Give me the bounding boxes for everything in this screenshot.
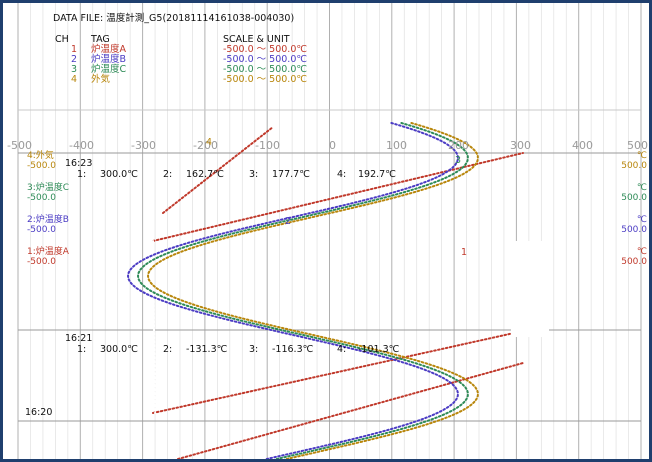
snapshot-ch4-label: 4: [337,169,347,180]
snapshot-ch1-label: 1: [77,344,87,355]
trace-ch3 [136,122,469,459]
snapshot-ch4-label: 4: [337,344,347,355]
channel-1-tag: 炉温度A [91,44,126,55]
trace-ch1 [177,362,524,459]
channel-1-number: 1 [71,44,78,55]
snapshot-ch1-label: 1: [77,169,87,180]
side-label-ch4: 4:外気 -500.0 [27,151,57,171]
snapshot-ch4-value: 192.7℃ [358,169,396,180]
channel-3-scale: -500.0 ～ 500.0℃ [223,64,308,75]
snapshot-ch1-value: 300.0℃ [100,344,138,355]
trace-ch1 [152,152,524,242]
trace-marker-4: 4 [206,137,213,148]
glare-patch [511,241,549,337]
snapshot-ch3-value: -116.3℃ [272,344,314,355]
channel-4-number: 4 [71,74,78,85]
snapshot-ch2-value: 162.7℃ [186,169,224,180]
axis-tick-label: 200 [448,139,469,152]
channel-4-scale: -500.0 ～ 500.0℃ [223,74,308,85]
snapshot-ch3-label: 3: [249,344,259,355]
trace-marker-3: 3 [455,155,462,166]
data-file-label: DATA FILE: [53,13,104,24]
column-scale: SCALE & UNIT [223,34,290,45]
snapshot-ch4-value: -101.3℃ [358,344,400,355]
snapshot-ch3-value: 177.7℃ [272,169,310,180]
axis-tick-label: -100 [255,139,280,152]
axis-tick-label: -400 [69,139,94,152]
trace-ch1 [152,330,524,414]
trace-gap [152,240,156,414]
trend-chart [17,3,642,459]
axis-tick-label: 100 [386,139,407,152]
channel-3-tag: 炉温度C [91,64,127,75]
axis-tick-label: -300 [131,139,156,152]
snapshot-time: 16:21 [65,333,93,344]
trace-ch1 [162,126,274,214]
trace-ch2 [126,122,459,459]
time-mark: 16:20 [25,407,53,418]
snapshot-time: 16:23 [65,158,93,169]
side-label-ch2: 2:炉温度B -500.0 [27,215,69,235]
trace-marker-1: 1 [461,247,468,258]
trace-marker-2: 2 [285,216,292,227]
axis-tick-label: 500 [627,139,648,152]
unit-label-ch4: ℃ 500.0 [621,151,647,171]
snapshot-ch2-value: -131.3℃ [186,344,228,355]
snapshot-ch2-label: 2: [163,169,173,180]
grid-lines [17,3,642,459]
trend-traces [126,122,524,459]
channel-2-scale: -500.0 ～ 500.0℃ [223,54,308,65]
unit-label-ch1: ℃ 500.0 [621,247,647,267]
column-ch: CH [55,34,69,45]
axis-tick-label: 300 [510,139,531,152]
snapshot-ch2-label: 2: [163,344,173,355]
unit-label-ch3: ℃ 500.0 [621,183,647,203]
snapshot-ch1-value: 300.0℃ [100,169,138,180]
snapshot-ch3-label: 3: [249,169,259,180]
trace-ch4 [146,122,479,459]
channel-2-number: 2 [71,54,78,65]
axis-tick-label: 400 [572,139,593,152]
axis-tick-label: -200 [193,139,218,152]
side-label-ch1: 1:炉温度A -500.0 [27,247,69,267]
channel-4-tag: 外気 [91,74,111,85]
data-file-name: 温度計測_G5(20181114161038-004030) [106,13,295,24]
axis-tick-label: 0 [329,139,336,152]
axis-tick-label: -500 [7,139,32,152]
data-file-header: DATA FILE: 温度計測_G5(20181114161038-004030… [53,14,294,24]
channel-3-number: 3 [71,64,78,75]
channel-2-tag: 炉温度B [91,54,127,65]
column-tag: TAG [91,34,110,45]
side-label-ch3: 3:炉温度C -500.0 [27,183,70,203]
channel-1-scale: -500.0 ～ 500.0℃ [223,44,308,55]
unit-label-ch2: ℃ 500.0 [621,215,647,235]
